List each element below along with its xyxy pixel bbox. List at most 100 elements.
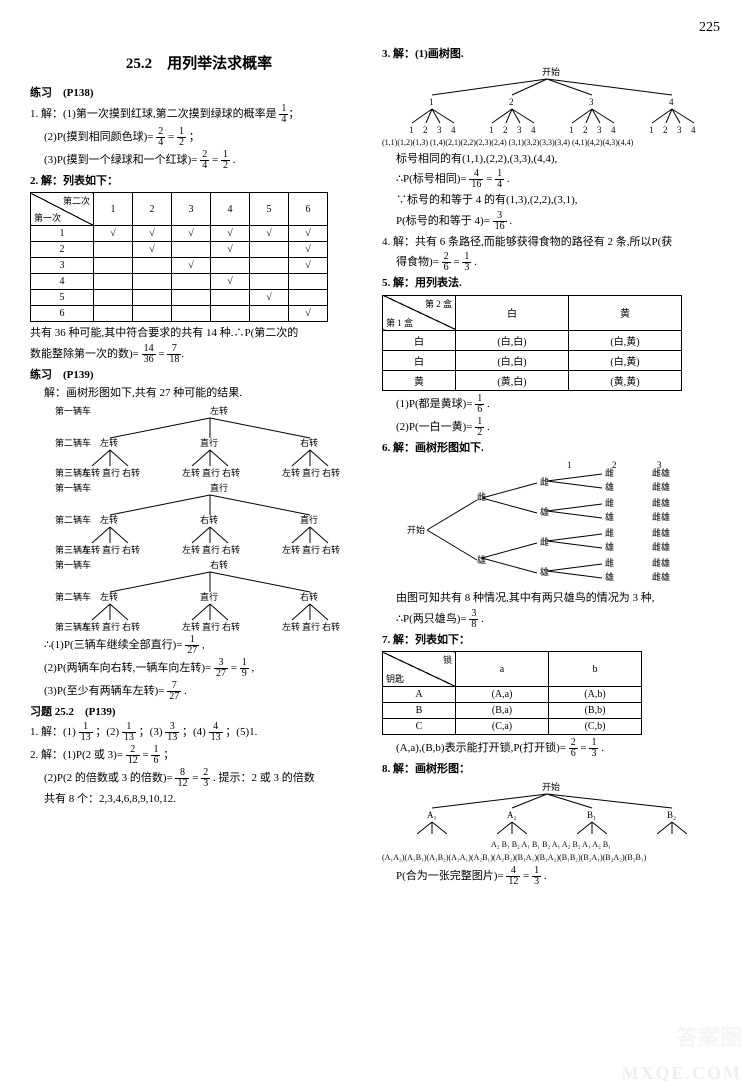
svg-text:雄: 雄 xyxy=(477,554,486,565)
svg-text:左转: 左转 xyxy=(282,544,300,555)
tree-svg: 第一辆车直行 第二辆车 左转右转直行 第三辆车 左转直行右转 左转直行右转 左转… xyxy=(30,481,350,556)
table-2: 第 2 盒第 1 盒白黄白(白,白)(白,黄)白(白,白)(白,黄)黄(黄,白)… xyxy=(382,295,682,391)
svg-text:雄: 雄 xyxy=(605,511,614,522)
svg-text:B₁: B₁ xyxy=(587,810,596,820)
svg-text:左转: 左转 xyxy=(282,621,300,632)
svg-text:左转: 左转 xyxy=(100,514,118,525)
svg-text:雄: 雄 xyxy=(540,566,549,577)
svg-text:左转: 左转 xyxy=(100,437,118,448)
r6-header: 6. 解：画树形图如下. xyxy=(382,440,720,457)
svg-text:右转: 右转 xyxy=(122,544,140,555)
svg-text:雌雄: 雌雄 xyxy=(652,511,670,522)
svg-text:左转: 左转 xyxy=(210,405,228,416)
section-title: 25.2 用列举法求概率 xyxy=(30,52,368,73)
fraction: 416 xyxy=(469,169,483,190)
fraction: 14 xyxy=(495,169,504,190)
r3-tree: 开始 1234 1234 1234 1234 1234 xyxy=(382,65,720,135)
fraction: 316 xyxy=(493,211,507,232)
text: 得食物)= xyxy=(396,256,439,268)
svg-text:直行: 直行 xyxy=(202,621,220,632)
svg-text:右转: 右转 xyxy=(122,467,140,478)
svg-text:雌: 雌 xyxy=(605,527,614,538)
ex2-header: 2. 解：列表如下： xyxy=(30,173,368,190)
svg-text:2: 2 xyxy=(663,125,668,135)
text: = xyxy=(168,131,174,143)
svg-text:开始: 开始 xyxy=(542,66,560,77)
text: . xyxy=(544,870,547,882)
fraction: 26 xyxy=(569,738,578,759)
svg-text:雌: 雌 xyxy=(540,476,549,487)
fraction: 327 xyxy=(214,658,228,679)
r4-a: 4. 解：共有 6 条路径,而能够获得食物的路径有 2 条,所以P(获 xyxy=(382,234,720,251)
svg-text:右转: 右转 xyxy=(300,591,318,602)
svg-text:4: 4 xyxy=(691,125,696,135)
text: = xyxy=(523,870,529,882)
text: = xyxy=(142,749,148,761)
svg-text:直行: 直行 xyxy=(200,591,218,602)
svg-text:雌: 雌 xyxy=(605,557,614,568)
t1-footer-b: 数能整除第一次的数)= 1436 = 718. xyxy=(30,344,368,365)
r8-header: 8. 解：画树形图： xyxy=(382,761,720,778)
fraction: 212 xyxy=(126,745,140,766)
svg-text:4: 4 xyxy=(451,125,456,135)
text: . xyxy=(509,215,512,227)
svg-text:左转: 左转 xyxy=(182,467,200,478)
svg-text:右转: 右转 xyxy=(222,467,240,478)
p2: (2)P(两辆车向右转,一辆车向左转)= 327 = 19 , xyxy=(30,658,368,679)
svg-text:直行: 直行 xyxy=(302,467,320,478)
svg-text:右转: 右转 xyxy=(200,514,218,525)
tree-svg: 第一辆车右转 第二辆车 左转直行右转 第三辆车 左转直行右转 左转直行右转 左转… xyxy=(30,558,350,633)
svg-text:直行: 直行 xyxy=(210,482,228,493)
svg-text:3: 3 xyxy=(437,125,442,135)
r8-a: P(合为一张完整图片)= 412 = 13 . xyxy=(382,866,720,887)
fraction: 313 xyxy=(165,722,179,743)
content-columns: 25.2 用列举法求概率 练习 (P138) 1. 解：(1)第一次摸到红球,第… xyxy=(30,44,720,889)
ex4-header: 习题 25.2 (P139) xyxy=(30,704,368,721)
svg-text:1: 1 xyxy=(569,125,574,135)
fraction: 24 xyxy=(200,150,209,171)
r3-a: 标号相同的有(1,1),(2,2),(3,3),(4,4), xyxy=(382,151,720,168)
svg-text:右转: 右转 xyxy=(122,621,140,632)
r8-pairs: (A₁A₂)(A₁B₁)(A₁B₂)(A₂A₁)(A₂B₁)(A₂B₂)(B₁A… xyxy=(382,852,720,864)
r5-b: (2)P(一白一黄)= 12 . xyxy=(382,417,720,438)
svg-text:2: 2 xyxy=(509,97,514,107)
fraction: 13 xyxy=(589,738,598,759)
fraction: 113 xyxy=(79,722,93,743)
ex4-1: 1. 解：(1) 113 ；(2) 113 ；(3) 313 ；(4) 413 … xyxy=(30,722,368,743)
svg-text:左转: 左转 xyxy=(82,467,100,478)
r3-pairs: (1,1)(1,2)(1,3) (1,4)(2,1)(2,2)(2,3)(2,4… xyxy=(382,137,720,149)
svg-text:A₁: A₁ xyxy=(427,810,437,820)
svg-text:2: 2 xyxy=(503,125,508,135)
car-tree-1: 第一辆车左转 第二辆车 左转直行右转 第三辆车 左转直行右转 左转直行右转 左转… xyxy=(30,404,368,479)
r6-b: ∴P(两只雄鸟)= 38 . xyxy=(382,609,720,630)
svg-text:4: 4 xyxy=(669,97,674,107)
svg-text:雌: 雌 xyxy=(605,467,614,478)
ex1-line2: (2)P(摸到相同颜色球)= 24 = 12 ； xyxy=(30,127,368,148)
fraction: 718 xyxy=(167,344,181,365)
r7-a: (A,a),(B,b)表示能打开锁,P(打开锁)= 26 = 13 . xyxy=(382,738,720,759)
svg-text:3: 3 xyxy=(517,125,522,135)
svg-text:雄: 雄 xyxy=(605,541,614,552)
svg-text:4: 4 xyxy=(531,125,536,135)
svg-text:第一辆车: 第一辆车 xyxy=(55,482,91,493)
svg-text:3: 3 xyxy=(589,97,594,107)
svg-text:左转: 左转 xyxy=(100,591,118,602)
svg-text:第二辆车: 第二辆车 xyxy=(55,591,91,602)
text: (2)P(2 的倍数或 3 的倍数)= xyxy=(44,772,173,784)
text: ∴P(两只雄鸟)= xyxy=(396,613,467,625)
r5-header: 5. 解：用列表法. xyxy=(382,275,720,292)
text: = xyxy=(192,772,198,784)
svg-text:直行: 直行 xyxy=(300,514,318,525)
text: ∴P(标号相同)= xyxy=(396,173,467,185)
watermark-text: MXQE.COM xyxy=(622,1063,742,1084)
svg-text:直行: 直行 xyxy=(202,467,220,478)
r7-header: 7. 解：列表如下： xyxy=(382,632,720,649)
text: (2)P(摸到相同颜色球)= xyxy=(44,131,153,143)
r6-tree: 123 开始 雌雄 雌雄雌雄 雌雄雌雄 雌雄雌雄 雌雄雌雄雌雄雌雄 雌雄雌雄雌雄… xyxy=(382,458,720,588)
svg-text:雌雄: 雌雄 xyxy=(652,557,670,568)
svg-text:右转: 右转 xyxy=(222,544,240,555)
svg-text:雌雄: 雌雄 xyxy=(652,571,670,582)
svg-text:1: 1 xyxy=(409,125,414,135)
fraction: 38 xyxy=(469,609,478,630)
text: (1)P(都是黄球)= xyxy=(396,398,472,410)
